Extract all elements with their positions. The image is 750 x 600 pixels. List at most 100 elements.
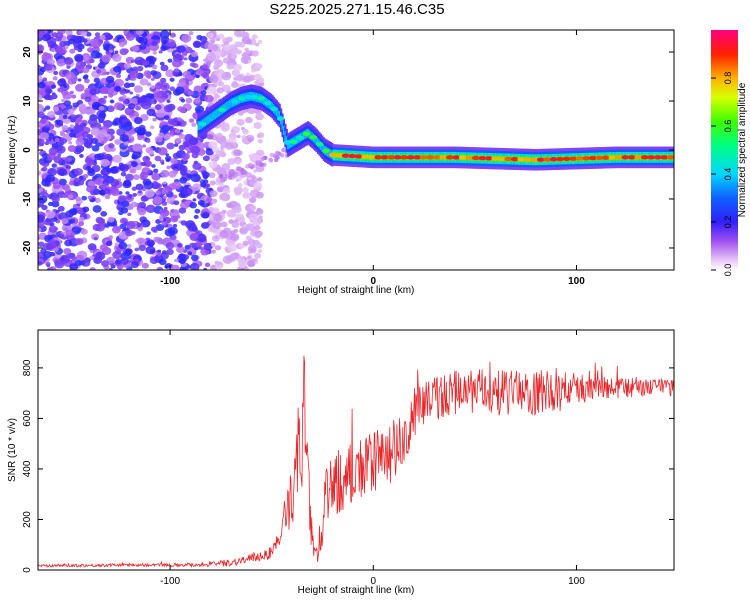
ridge-peak: [393, 155, 402, 160]
noise-speck: [256, 186, 262, 191]
noise-speck: [108, 93, 114, 98]
noise-speck: [125, 229, 134, 237]
noise-speck: [114, 242, 120, 247]
noise-speck: [237, 176, 243, 181]
noise-speck: [81, 67, 90, 74]
noise-speck: [48, 225, 58, 233]
noise-speck: [249, 205, 257, 211]
noise-speck: [51, 200, 60, 208]
noise-speck: [248, 213, 258, 222]
noise-speck: [38, 47, 43, 54]
noise-speck: [100, 211, 108, 217]
noise-speck: [192, 198, 197, 202]
noise-speck: [48, 147, 58, 156]
noise-speck: [146, 139, 151, 143]
noise-speck: [164, 185, 171, 190]
noise-speck: [207, 42, 216, 50]
noise-speck: [154, 82, 163, 90]
noise-speck: [38, 64, 41, 69]
noise-speck: [175, 137, 181, 143]
noise-speck: [56, 209, 60, 214]
noise-speck: [138, 96, 148, 104]
ridge-peak: [400, 155, 408, 160]
noise-speck: [210, 39, 216, 44]
noise-speck: [149, 125, 155, 130]
noise-speck: [154, 104, 162, 111]
noise-speck: [190, 145, 201, 155]
noise-speck: [45, 210, 56, 219]
noise-speck: [105, 71, 110, 75]
noise-speck: [78, 216, 85, 222]
ridge-band: [328, 148, 331, 158]
noise-speck: [138, 36, 148, 45]
noise-speck: [187, 150, 191, 154]
noise-speck: [166, 248, 174, 256]
noise-speck: [97, 218, 105, 225]
noise-speck: [153, 99, 158, 103]
noise-speck: [157, 239, 164, 245]
noise-speck: [151, 172, 161, 181]
noise-speck: [52, 182, 62, 190]
noise-speck: [213, 59, 224, 68]
noise-speck: [114, 139, 122, 145]
ridge-band: [315, 136, 318, 145]
noise-speck: [201, 170, 208, 176]
noise-speck: [176, 245, 185, 254]
noise-speck: [192, 183, 202, 191]
noise-speck: [41, 166, 48, 172]
noise-speck: [153, 168, 159, 174]
noise-speck: [110, 178, 120, 187]
noise-speck: [255, 42, 260, 47]
noise-speck: [257, 77, 265, 84]
noise-speck: [180, 220, 187, 226]
noise-speck: [132, 143, 143, 152]
branch-speck: [227, 175, 233, 180]
noise-speck: [151, 64, 158, 70]
noise-speck: [220, 221, 228, 228]
noise-speck: [211, 243, 216, 248]
noise-speck: [242, 240, 249, 246]
ridge-band: [295, 135, 298, 145]
noise-speck: [154, 91, 162, 98]
noise-speck: [177, 242, 183, 248]
noise-speck: [180, 98, 186, 103]
ridge-band: [281, 120, 284, 130]
noise-speck: [69, 114, 78, 121]
noise-speck: [173, 258, 179, 263]
noise-speck: [179, 258, 186, 265]
noise-speck: [219, 230, 229, 238]
noise-speck: [211, 207, 220, 214]
noise-speck: [189, 202, 197, 209]
noise-speck: [98, 112, 107, 119]
ridge-peak: [484, 156, 493, 161]
spectrogram-x-label: Height of straight line (km): [298, 285, 415, 296]
noise-speck: [75, 83, 85, 92]
noise-speck: [202, 179, 209, 184]
noise-speck: [191, 232, 199, 240]
ridge-peak: [465, 155, 473, 160]
noise-speck: [100, 183, 108, 190]
noise-speck: [46, 264, 51, 268]
noise-speck: [241, 52, 248, 58]
noise-speck: [186, 173, 193, 179]
noise-speck: [236, 31, 243, 38]
noise-speck: [143, 70, 152, 77]
noise-speck: [171, 264, 180, 270]
noise-speck: [38, 214, 45, 223]
noise-speck: [113, 65, 122, 73]
noise-speck: [73, 35, 81, 42]
noise-speck: [99, 244, 108, 251]
noise-speck: [114, 78, 124, 88]
noise-speck: [141, 262, 149, 269]
x-tick-label: 100: [568, 576, 585, 587]
noise-speck: [207, 49, 212, 53]
noise-speck: [60, 132, 66, 137]
noise-speck: [78, 221, 85, 227]
noise-speck: [213, 92, 219, 97]
ridge-peak: [517, 157, 525, 162]
noise-speck: [178, 72, 183, 77]
ridge-band: [287, 140, 290, 150]
noise-speck: [174, 128, 180, 134]
noise-speck: [134, 56, 145, 66]
